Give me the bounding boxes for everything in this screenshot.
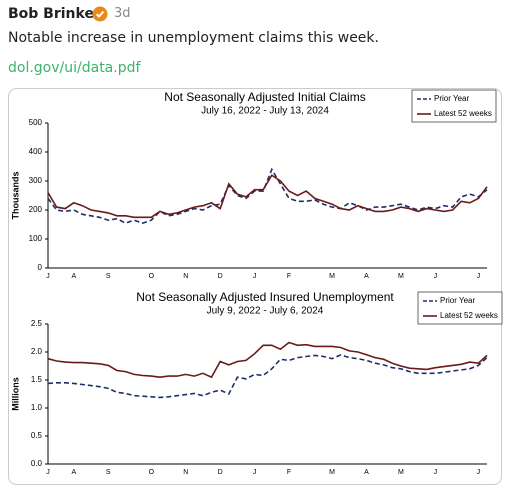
x-tick-label: D [218,469,223,476]
series-line [47,353,488,399]
x-tick-label: A [364,469,369,476]
x-tick-label: F [287,273,291,280]
y-tick-label: 500 [29,118,43,127]
y-tick-label: 1.0 [31,403,43,412]
x-tick-label: A [364,273,369,280]
x-tick-label: J [253,273,257,280]
series-line [47,167,488,224]
y-tick-label: 1.5 [31,375,43,384]
x-tick-label: J [434,273,438,280]
x-tick-label: J [253,469,257,476]
y-tick-label: 300 [29,176,43,185]
x-tick-label: O [149,273,155,280]
y-tick-label: 0.5 [31,431,43,440]
y-tick-label: 0 [38,263,43,272]
legend-label: Prior Year [434,94,469,103]
x-tick-label: M [329,469,335,476]
x-tick-label: M [398,469,404,476]
chart-subtitle: July 9, 2022 - July 6, 2024 [207,306,324,317]
chart-subtitle: July 16, 2022 - July 13, 2024 [201,106,329,117]
x-tick-label: S [106,469,111,476]
x-tick-label: M [398,273,404,280]
verified-badge [92,6,108,22]
x-tick-label: F [287,469,291,476]
x-tick-label: O [149,469,155,476]
y-tick-label: 2.5 [31,319,43,328]
legend-label: Prior Year [440,296,475,305]
y-tick-label: 100 [29,234,43,243]
x-tick-label: J [46,469,50,476]
x-tick-label: N [183,273,188,280]
post-link[interactable]: dol.gov/ui/data.pdf [8,60,141,76]
legend-box [417,291,503,325]
legend-label: Latest 52 weeks [440,311,498,320]
chart-title: Not Seasonally Adjusted Initial Claims [164,90,365,104]
x-tick-label: D [218,273,223,280]
x-tick-label: A [71,469,76,476]
legend-box [411,89,497,123]
x-tick-label: J [46,273,50,280]
series-line [47,174,488,219]
y-axis-label: Thousands [10,171,20,219]
image-frame [8,88,502,485]
post-text: Notable increase in unemployment claims … [8,30,379,46]
series-line [47,341,488,379]
y-axis-label: Millions [10,377,20,411]
x-tick-label: J [434,469,438,476]
timestamp: 3d [114,6,131,21]
x-tick-label: A [71,273,76,280]
x-tick-label: J [477,273,481,280]
chart-title: Not Seasonally Adjusted Insured Unemploy… [136,290,394,304]
x-tick-label: M [329,273,335,280]
legend-label: Latest 52 weeks [434,109,492,118]
author[interactable]: Bob Brinker [8,6,101,22]
y-tick-label: 200 [29,205,43,214]
y-tick-label: 2.0 [31,347,43,356]
y-tick-label: 0.0 [31,459,43,468]
x-tick-label: S [106,273,111,280]
y-tick-label: 400 [29,147,43,156]
x-tick-label: J [477,469,481,476]
x-tick-label: N [183,469,188,476]
